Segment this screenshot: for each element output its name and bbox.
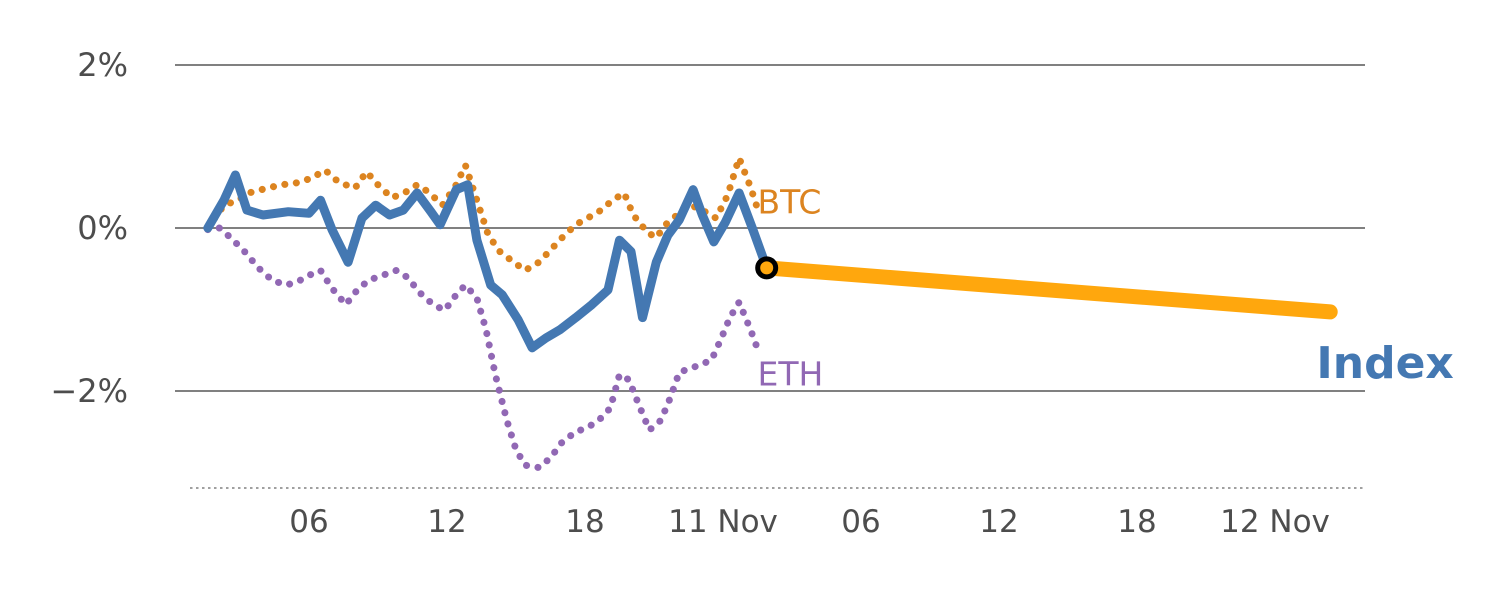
projection-start-marker bbox=[755, 256, 779, 280]
series-eth-line bbox=[204, 224, 764, 472]
y-tick-label: 0% bbox=[77, 209, 128, 247]
y-tick-label: 2% bbox=[77, 46, 128, 84]
x-tick-label: 06 bbox=[841, 504, 880, 540]
x-tick-label: 12 bbox=[979, 504, 1018, 540]
x-tick-label: 18 bbox=[565, 504, 604, 540]
x-tick-label: 06 bbox=[289, 504, 328, 540]
x-tick-label: 12 Nov bbox=[1220, 504, 1330, 540]
x-tick-label: 12 bbox=[427, 504, 466, 540]
series-btc-line bbox=[204, 154, 764, 274]
series-index-projection-line bbox=[759, 260, 1338, 320]
x-tick-label: 18 bbox=[1117, 504, 1156, 540]
x-tick-label: 11 Nov bbox=[668, 504, 778, 540]
series-label-eth: ETH bbox=[758, 354, 824, 393]
series-index-line bbox=[203, 170, 772, 353]
series-label-index: Index bbox=[1316, 338, 1453, 389]
series-label-btc: BTC bbox=[758, 182, 822, 221]
y-tick-label: −2% bbox=[50, 372, 128, 410]
